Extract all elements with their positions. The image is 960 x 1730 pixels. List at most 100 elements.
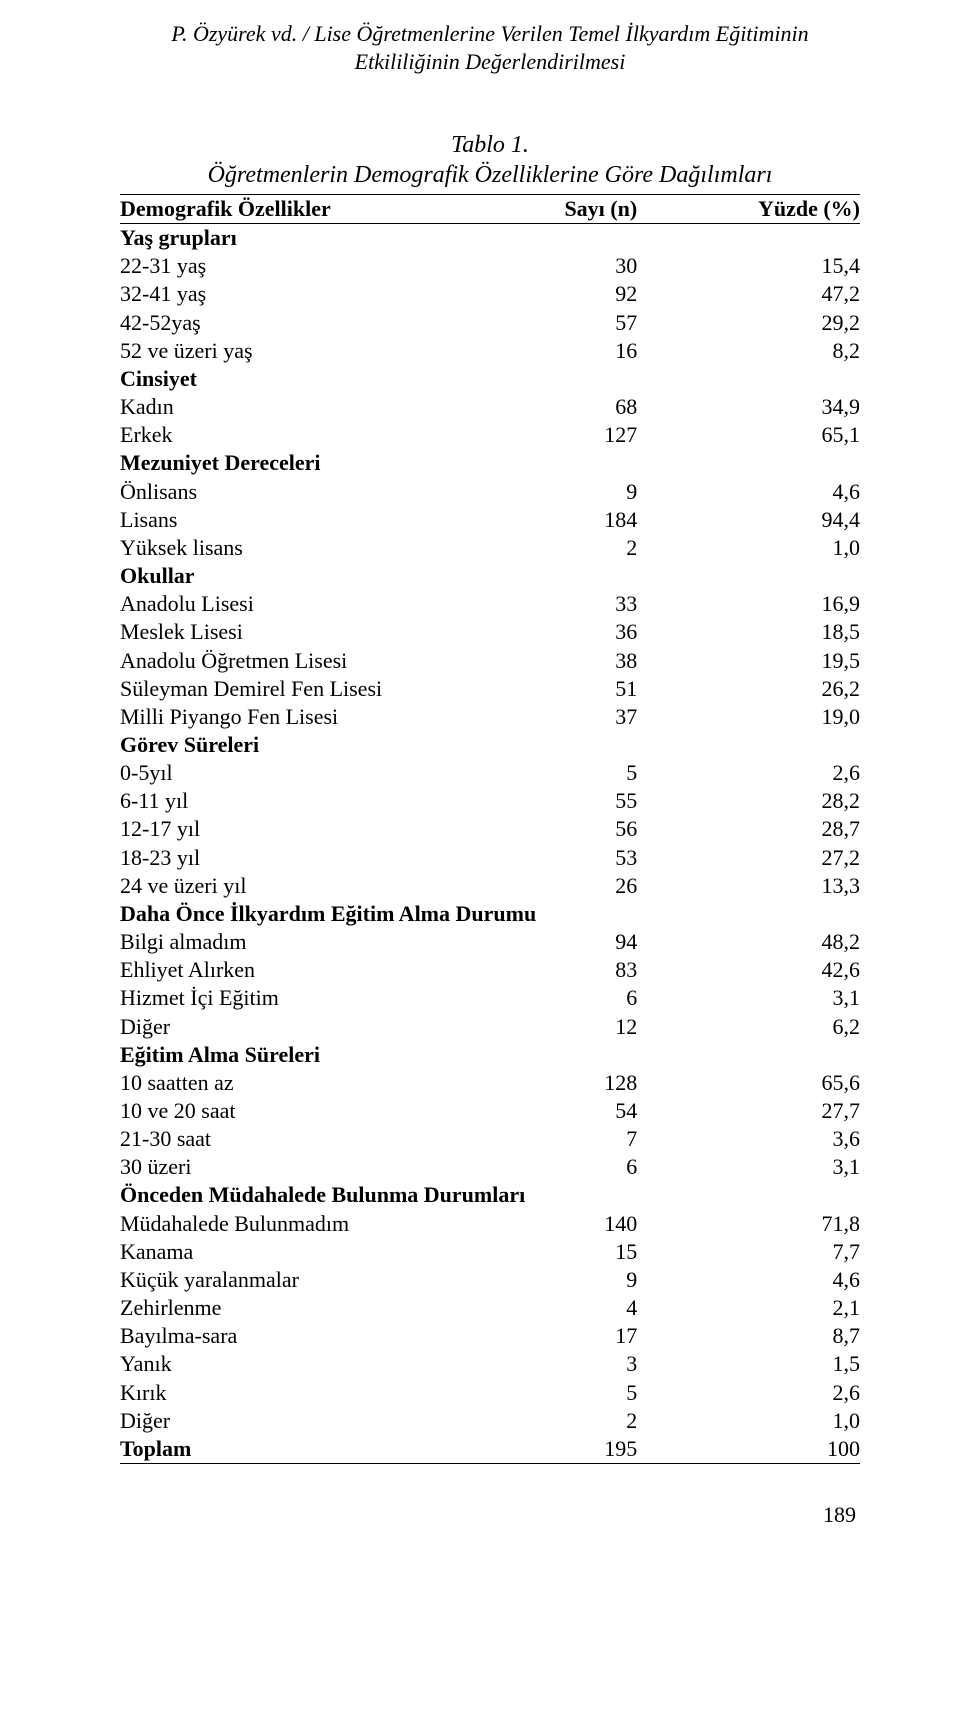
- row-n: 37: [564, 703, 697, 731]
- data-row: Lisans18494,4: [120, 506, 860, 534]
- data-row: Kadın6834,9: [120, 393, 860, 421]
- row-pct: 34,9: [697, 393, 860, 421]
- data-row: 30 üzeri63,1: [120, 1153, 860, 1181]
- row-label: 6-11 yıl: [120, 787, 564, 815]
- data-row: Diğer21,0: [120, 1407, 860, 1435]
- row-label: Diğer: [120, 1407, 564, 1435]
- row-pct: 2,6: [697, 1379, 860, 1407]
- data-row: 18-23 yıl5327,2: [120, 844, 860, 872]
- row-pct: 27,7: [697, 1097, 860, 1125]
- row-pct: 6,2: [697, 1013, 860, 1041]
- empty: [697, 1041, 860, 1069]
- empty: [564, 731, 697, 759]
- page-number: 189: [120, 1502, 860, 1528]
- row-n: 68: [564, 393, 697, 421]
- data-row: Bayılma-sara178,7: [120, 1322, 860, 1350]
- row-pct: 94,4: [697, 506, 860, 534]
- section-header-row: Mezuniyet Dereceleri: [120, 449, 860, 477]
- row-label: Anadolu Öğretmen Lisesi: [120, 647, 564, 675]
- row-label: 12-17 yıl: [120, 815, 564, 843]
- row-n: 9: [564, 1266, 697, 1294]
- data-row: 52 ve üzeri yaş168,2: [120, 337, 860, 365]
- empty: [564, 365, 697, 393]
- empty: [697, 449, 860, 477]
- table-caption: Tablo 1. Öğretmenlerin Demografik Özelli…: [120, 130, 860, 190]
- row-label: Yüksek lisans: [120, 534, 564, 562]
- data-row: 6-11 yıl5528,2: [120, 787, 860, 815]
- row-pct: 1,5: [697, 1350, 860, 1378]
- data-row: 24 ve üzeri yıl2613,3: [120, 872, 860, 900]
- section-title: Yaş grupları: [120, 224, 564, 253]
- row-label: Kanama: [120, 1238, 564, 1266]
- row-n: 36: [564, 618, 697, 646]
- row-label: Süleyman Demirel Fen Lisesi: [120, 675, 564, 703]
- row-label: Kırık: [120, 1379, 564, 1407]
- row-label: 21-30 saat: [120, 1125, 564, 1153]
- row-pct: 3,1: [697, 1153, 860, 1181]
- data-row: 10 saatten az12865,6: [120, 1069, 860, 1097]
- row-label: Hizmet İçi Eğitim: [120, 984, 564, 1012]
- data-row: Anadolu Öğretmen Lisesi3819,5: [120, 647, 860, 675]
- row-label: 42-52yaş: [120, 309, 564, 337]
- row-pct: 2,6: [697, 759, 860, 787]
- row-label: 0-5yıl: [120, 759, 564, 787]
- section-header-row: Yaş grupları: [120, 224, 860, 253]
- data-row: Kırık52,6: [120, 1379, 860, 1407]
- empty: [697, 224, 860, 253]
- data-row: Yüksek lisans21,0: [120, 534, 860, 562]
- data-row: Erkek12765,1: [120, 421, 860, 449]
- data-row: Müdahalede Bulunmadım14071,8: [120, 1210, 860, 1238]
- col-header-label: Demografik Özellikler: [120, 195, 564, 224]
- row-n: 38: [564, 647, 697, 675]
- row-n: 12: [564, 1013, 697, 1041]
- row-n: 15: [564, 1238, 697, 1266]
- row-n: 2: [564, 534, 697, 562]
- row-label: Bayılma-sara: [120, 1322, 564, 1350]
- table-title: Öğretmenlerin Demografik Özelliklerine G…: [208, 162, 773, 188]
- empty: [697, 1181, 860, 1209]
- row-pct: 3,6: [697, 1125, 860, 1153]
- empty: [564, 1181, 697, 1209]
- row-pct: 28,7: [697, 815, 860, 843]
- running-head-line: Etkililiğinin Değerlendirilmesi: [355, 49, 626, 74]
- data-row: Kanama157,7: [120, 1238, 860, 1266]
- row-pct: 13,3: [697, 872, 860, 900]
- row-label: 10 saatten az: [120, 1069, 564, 1097]
- row-pct: 29,2: [697, 309, 860, 337]
- row-n: 26: [564, 872, 697, 900]
- data-row: 21-30 saat73,6: [120, 1125, 860, 1153]
- row-label: Önlisans: [120, 478, 564, 506]
- row-n: 94: [564, 928, 697, 956]
- row-label: 18-23 yıl: [120, 844, 564, 872]
- data-row: Zehirlenme42,1: [120, 1294, 860, 1322]
- section-title: Görev Süreleri: [120, 731, 564, 759]
- table-header-row: Demografik ÖzelliklerSayı (n)Yüzde (%): [120, 195, 860, 224]
- row-pct: 8,2: [697, 337, 860, 365]
- running-head-line: P. Özyürek vd. / Lise Öğretmenlerine Ver…: [171, 21, 808, 46]
- data-row: Önlisans94,6: [120, 478, 860, 506]
- row-n: 9: [564, 478, 697, 506]
- page: P. Özyürek vd. / Lise Öğretmenlerine Ver…: [0, 0, 960, 1558]
- row-label: Müdahalede Bulunmadım: [120, 1210, 564, 1238]
- row-label: 32-41 yaş: [120, 280, 564, 308]
- data-row: 22-31 yaş3015,4: [120, 252, 860, 280]
- data-row: 42-52yaş5729,2: [120, 309, 860, 337]
- row-pct: 1,0: [697, 1407, 860, 1435]
- row-label: Milli Piyango Fen Lisesi: [120, 703, 564, 731]
- data-row: Milli Piyango Fen Lisesi3719,0: [120, 703, 860, 731]
- row-n: 57: [564, 309, 697, 337]
- section-header-row: Okullar: [120, 562, 860, 590]
- row-n: 140: [564, 1210, 697, 1238]
- row-n: 4: [564, 1294, 697, 1322]
- data-row: Anadolu Lisesi3316,9: [120, 590, 860, 618]
- empty: [697, 365, 860, 393]
- row-pct: 2,1: [697, 1294, 860, 1322]
- row-pct: 19,5: [697, 647, 860, 675]
- row-pct: 71,8: [697, 1210, 860, 1238]
- col-header-pct: Yüzde (%): [697, 195, 860, 224]
- data-row: Yanık31,5: [120, 1350, 860, 1378]
- totals-n: 195: [564, 1435, 697, 1464]
- row-label: 22-31 yaş: [120, 252, 564, 280]
- row-n: 2: [564, 1407, 697, 1435]
- row-n: 184: [564, 506, 697, 534]
